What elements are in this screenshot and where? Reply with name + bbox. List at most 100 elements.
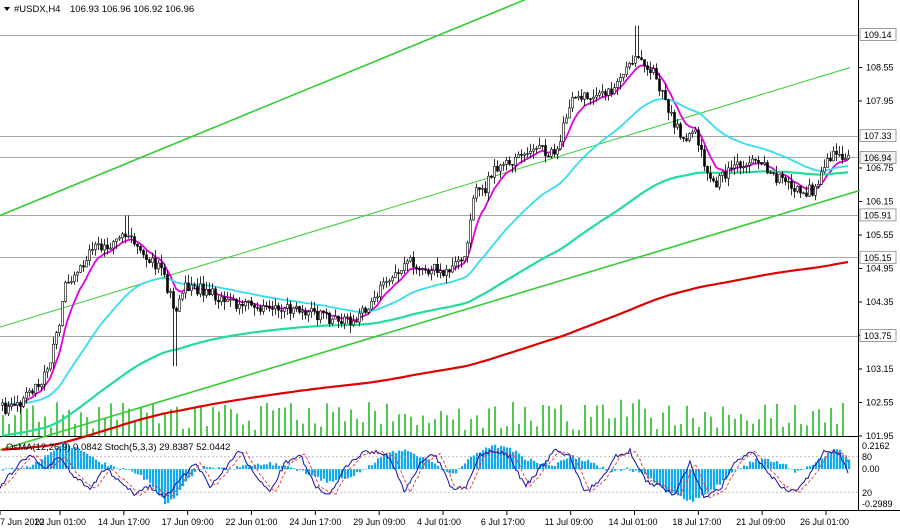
candle [241,300,244,314]
candle [43,364,46,391]
candle-layer [1,25,850,417]
candle [79,264,82,273]
candle [10,397,13,411]
candle [652,64,655,75]
osma-bar [209,467,212,470]
osma-bar [125,469,128,470]
osma-bar [149,469,152,483]
osma-bar [260,465,263,470]
osma-bar [605,469,608,471]
candle [697,127,700,153]
candle [262,299,265,315]
osma-bar [335,469,338,481]
osma-bar [683,469,686,500]
time-tick-label: 17 Jun 09:00 [162,517,214,527]
osma-bar [263,464,266,470]
osma-bar [305,469,308,475]
osma-bar [638,469,641,473]
osma-bar [296,469,299,471]
candle [451,257,454,273]
candle [457,255,460,270]
candle [616,78,619,95]
time-tick-label: 18 Jul 17:00 [672,517,721,527]
osma-bar [464,463,467,470]
osma-bar [356,469,359,473]
osma-bar [293,468,296,470]
osma-bar [803,469,806,470]
osma-bar [725,469,728,480]
osma-bar [503,446,506,470]
candle [322,310,325,320]
candle [670,105,673,117]
channel-line-3[interactable] [0,189,861,451]
candle [325,308,328,320]
current-price-label: 106.94 [859,150,897,164]
price-tick-label: 106.75 [866,163,894,173]
candle [58,323,61,337]
osma-bar [587,459,590,470]
chevron-down-icon[interactable] [4,7,10,11]
candle [145,250,148,268]
osma-bar [92,456,95,470]
candle [106,237,109,255]
candle [691,129,694,138]
candle [667,98,670,121]
candle [67,274,70,284]
candle [430,265,433,281]
candle [493,159,496,184]
osma-bar [506,447,509,470]
candle [157,259,160,274]
candle [622,73,625,82]
candle [355,316,358,323]
candle [292,306,295,319]
osma-bar [590,462,593,470]
candle [274,298,277,315]
osma-bar [689,469,692,500]
price-tick-label: 101.95 [866,431,894,441]
osma-bar [680,469,683,497]
candle [61,300,64,327]
candle [160,254,163,276]
osma-bar [746,466,749,470]
indicator-header: OsMA(12,26,9) 0.0842 Stoch(5,3,3) 29.838… [6,442,230,453]
svg-text:109.14: 109.14 [864,30,892,40]
candle [478,187,481,197]
time-tick-label: 11 Jul 09:00 [545,517,593,527]
candle [208,282,211,296]
candle [559,134,562,151]
candle [340,313,343,328]
candle [31,388,34,396]
candle [553,143,556,158]
osma-bar [104,462,107,470]
candle [247,300,250,310]
osma-bar [626,467,629,470]
candle [520,149,523,164]
candle [613,83,616,95]
candle [400,270,403,276]
candle [532,143,535,159]
candle [703,145,706,172]
candle [781,171,784,184]
svg-text:107.33: 107.33 [864,131,892,141]
osma-bar [251,466,254,470]
osma-bar [80,450,83,470]
channel-line-1[interactable] [0,0,720,217]
osma-bar [404,449,407,470]
candle [526,147,529,158]
osma-bar [797,469,800,471]
osma-bar [380,457,383,470]
candle [733,156,736,176]
candle [673,109,676,135]
osma-bar [632,469,635,472]
osma-bar [665,469,668,493]
candle [55,330,58,350]
candle [304,307,307,320]
osma-bar [62,442,65,470]
price-tick-label: 106.15 [866,197,894,207]
osma-bar [824,456,827,470]
osma-bar [29,467,32,470]
osma-tick-label: 80 [862,452,872,462]
